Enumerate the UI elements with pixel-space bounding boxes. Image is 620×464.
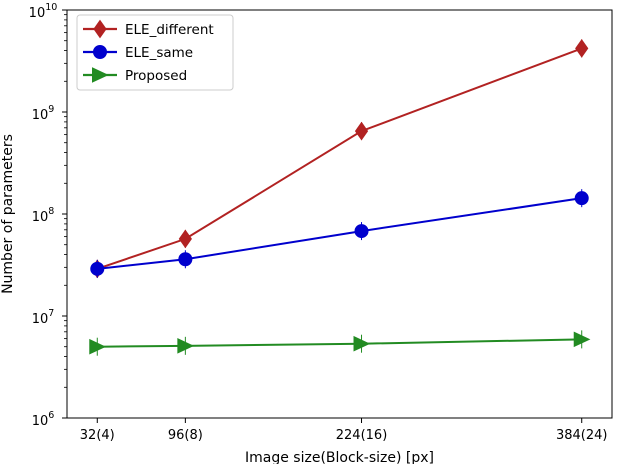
y-tick-label: 106	[32, 410, 55, 429]
series-line	[97, 197, 582, 270]
legend-label: ELE_different	[125, 22, 214, 38]
data-point	[178, 229, 192, 249]
legend-item: Proposed	[83, 67, 187, 84]
y-tick-base: 10	[29, 6, 46, 21]
x-tick-label: 96(8)	[168, 428, 203, 443]
series-line	[97, 338, 582, 348]
y-tick-exponent: 7	[48, 308, 54, 319]
y-tick-label: 1010	[29, 2, 58, 21]
legend-item: ELE_different	[83, 19, 214, 39]
y-tick-label: 108	[32, 206, 55, 225]
legend: ELE_different ELE_same Proposed	[76, 14, 234, 91]
data-point	[90, 261, 105, 276]
data-point	[573, 331, 591, 348]
x-tick-label: 224(16)	[336, 428, 388, 443]
data-point	[354, 224, 369, 239]
y-tick-base: 10	[32, 414, 49, 429]
x-tick-label: 384(24)	[556, 428, 608, 443]
legend-box	[76, 14, 234, 91]
legend-label: ELE_same	[125, 45, 193, 61]
series-ELE_different	[90, 39, 589, 279]
data-point	[89, 338, 106, 355]
y-tick-exponent: 10	[45, 2, 57, 13]
data-point	[354, 121, 369, 141]
y-axis-label: Number of parameters	[0, 134, 16, 294]
y-tick-exponent: 8	[48, 206, 54, 217]
data-point	[93, 45, 107, 59]
data-point	[92, 67, 109, 83]
data-point	[574, 191, 589, 206]
series-line	[96, 47, 583, 270]
series-Proposed	[89, 330, 591, 356]
legend-item: ELE_same	[83, 45, 193, 61]
y-tick-base: 10	[32, 108, 49, 123]
data-point	[93, 19, 107, 39]
y-tick-label: 109	[32, 104, 55, 123]
data-point	[575, 39, 589, 58]
data-point	[177, 338, 195, 354]
x-axis-label: Image size(Block-size) [px]	[245, 450, 434, 464]
data-point	[178, 252, 193, 267]
y-tick-base: 10	[32, 210, 49, 225]
x-tick-label: 32(4)	[80, 428, 115, 443]
y-tick-exponent: 9	[48, 104, 54, 115]
series-layer	[89, 39, 591, 356]
y-tick-label: 107	[32, 308, 55, 327]
data-point	[353, 335, 371, 352]
y-tick-exponent: 6	[48, 410, 54, 421]
y-tick-base: 10	[32, 312, 49, 327]
legend-label: Proposed	[125, 68, 187, 84]
series-ELE_same	[90, 189, 589, 278]
x-axis: 32(4) 96(8) 224(16) 384(24)	[80, 418, 608, 443]
